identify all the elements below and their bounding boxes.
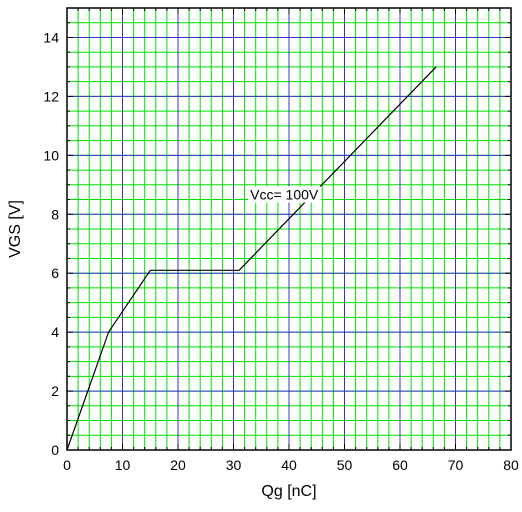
y-tick-labels: 0 2 4 6 8 10 12 14 (43, 29, 59, 458)
tick-marks (66, 7, 512, 451)
y-tick-label: 14 (43, 29, 59, 45)
x-tick-label: 60 (392, 457, 408, 473)
x-tick-label: 50 (337, 457, 353, 473)
y-tick-label: 6 (51, 265, 59, 281)
x-tick-labels: 0 10 20 30 40 50 60 70 80 (63, 457, 519, 473)
y-tick-label: 12 (43, 88, 59, 104)
y-tick-label: 8 (51, 206, 59, 222)
y-tick-label: 2 (51, 383, 59, 399)
x-tick-label: 80 (503, 457, 519, 473)
x-axis-label: Qg [nC] (261, 483, 316, 500)
x-tick-label: 10 (115, 457, 131, 473)
y-tick-label: 0 (51, 442, 59, 458)
y-tick-label: 4 (51, 324, 59, 340)
x-tick-label: 30 (226, 457, 242, 473)
x-tick-label: 20 (170, 457, 186, 473)
annotation-layer: Vcc= 100V (248, 186, 321, 203)
x-tick-label: 70 (448, 457, 464, 473)
annotation-label: Vcc= 100V (250, 187, 319, 203)
x-tick-label: 0 (63, 457, 71, 473)
annotation-background (248, 186, 321, 203)
y-axis-label: VGS [V] (7, 200, 24, 258)
y-tick-label: 10 (43, 147, 59, 163)
x-tick-label: 40 (281, 457, 297, 473)
